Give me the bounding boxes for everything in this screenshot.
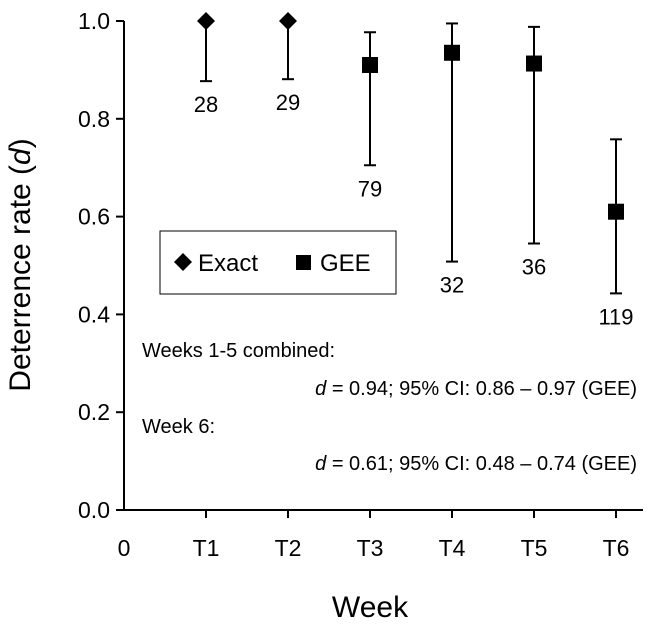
legend: Exact GEE — [159, 230, 397, 295]
y-tick-label: 0.0 — [78, 497, 110, 523]
y-axis-title-var: d — [4, 147, 37, 165]
annotations: Weeks 1-5 combined: d = 0.94; 95% CI: 0.… — [142, 340, 637, 475]
x-ticks: 0 T1 T2 T3 T4 T5 T6 — [118, 510, 630, 561]
sample-size-label: 28 — [194, 92, 218, 117]
legend-label-gee: GEE — [320, 250, 371, 277]
annotation-week6-text: = 0.61; 95% CI: 0.48 – 0.74 (GEE) — [326, 453, 637, 475]
sample-size-label: 29 — [276, 90, 300, 115]
legend-diamond-icon — [174, 253, 192, 271]
data-point-gee — [444, 44, 460, 61]
data-point-gee — [526, 55, 542, 72]
x-tick-label: T6 — [603, 535, 630, 561]
y-axis-title-prefix: Deterrence rate ( — [4, 165, 37, 392]
y-axis-title-suffix: ) — [4, 138, 37, 148]
x-tick-label: T4 — [439, 535, 466, 561]
x-tick-label: T2 — [275, 535, 302, 561]
x-tick-label: T1 — [193, 535, 220, 561]
legend-box — [159, 230, 397, 295]
legend-label-exact: Exact — [198, 250, 258, 277]
legend-square-icon — [296, 255, 311, 270]
sample-size-label: 32 — [440, 273, 464, 298]
x-tick-label: T3 — [357, 535, 384, 561]
y-ticks: 0.0 0.2 0.4 0.6 0.8 1.0 — [78, 8, 124, 523]
sample-size-label: 79 — [358, 176, 382, 201]
y-tick-label: 0.2 — [78, 399, 110, 425]
y-tick-label: 0.8 — [78, 106, 110, 132]
y-tick-label: 0.6 — [78, 204, 110, 230]
sample-size-label: 119 — [598, 304, 633, 329]
annotation-week6-heading: Week 6: — [142, 416, 215, 438]
annotation-week6-values: d = 0.61; 95% CI: 0.48 – 0.74 (GEE) — [315, 453, 637, 475]
data-point-exact — [197, 12, 215, 30]
y-tick-label: 0.4 — [78, 301, 110, 327]
y-axis-title: Deterrence rate (d) — [4, 138, 37, 391]
data-point-gee — [608, 203, 624, 220]
x-axis-title: Week — [332, 591, 409, 624]
y-tick-label: 1.0 — [78, 8, 110, 34]
data-point-gee — [362, 57, 378, 74]
sample-size-label: 36 — [522, 254, 546, 279]
annotation-week6-var: d — [315, 453, 327, 475]
annotation-combined-values: d = 0.94; 95% CI: 0.86 – 0.97 (GEE) — [315, 378, 637, 400]
annotation-combined-heading: Weeks 1-5 combined: — [142, 340, 335, 362]
x-tick-label: T5 — [521, 535, 548, 561]
data-marks: 28 29 79 32 36 119 — [194, 12, 634, 329]
annotation-combined-var: d — [315, 378, 327, 400]
data-point-exact — [279, 12, 297, 30]
annotation-combined-text: = 0.94; 95% CI: 0.86 – 0.97 (GEE) — [326, 378, 637, 400]
x-tick-label: 0 — [118, 535, 131, 561]
